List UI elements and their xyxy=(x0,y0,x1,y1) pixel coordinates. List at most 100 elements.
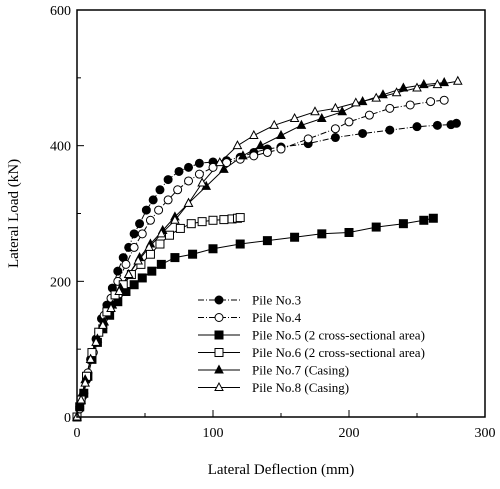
x-tick-label: 300 xyxy=(475,426,496,441)
data-point-series-2 xyxy=(137,229,147,239)
data-point-series-6 xyxy=(85,353,96,363)
legend-marker xyxy=(214,295,224,305)
data-point-series-6 xyxy=(170,214,180,224)
data-point-series-6 xyxy=(183,197,194,207)
y-tick-label: 200 xyxy=(50,275,71,290)
legend: Pile No.3 Pile No.4 Pile No.5 (2 cross-sec… xyxy=(198,293,425,395)
data-point-series-4 xyxy=(155,239,165,249)
data-point-series-5 xyxy=(255,140,266,150)
data-point-series-4 xyxy=(208,215,218,225)
data-point-series-2 xyxy=(364,110,374,120)
data-point-series-5 xyxy=(276,129,286,139)
data-point-series-6 xyxy=(123,268,134,279)
legend-marker xyxy=(214,381,224,391)
data-point-series-3 xyxy=(290,232,300,242)
data-point-series-1 xyxy=(432,120,442,130)
x-tick-label: 200 xyxy=(339,426,360,441)
data-point-series-2 xyxy=(154,205,164,215)
x-axis-title: Lateral Deflection (mm) xyxy=(208,462,355,478)
data-point-series-1 xyxy=(163,175,173,185)
data-point-series-3 xyxy=(428,213,438,223)
data-point-series-3 xyxy=(317,229,327,239)
data-point-series-5 xyxy=(337,106,348,116)
data-point-series-2 xyxy=(405,100,415,110)
data-point-series-6 xyxy=(412,82,422,92)
data-point-series-1 xyxy=(155,185,165,195)
data-point-series-6 xyxy=(371,92,382,102)
data-point-series-1 xyxy=(330,133,340,143)
data-point-series-2 xyxy=(208,162,218,172)
data-point-series-6 xyxy=(289,112,300,123)
y-tick-label: 400 xyxy=(50,140,71,155)
data-point-series-4 xyxy=(219,215,229,225)
legend-marker xyxy=(214,313,224,322)
data-point-series-2 xyxy=(330,124,340,134)
data-point-series-2 xyxy=(145,215,155,225)
data-point-series-3 xyxy=(419,215,429,225)
data-point-series-4 xyxy=(235,213,245,223)
data-point-series-5 xyxy=(316,112,327,123)
data-point-series-6 xyxy=(106,302,116,312)
data-point-series-3 xyxy=(137,273,147,283)
data-point-series-3 xyxy=(398,219,408,229)
legend-label: Pile No.7 (Casing) xyxy=(252,363,349,378)
data-point-series-6 xyxy=(144,241,154,251)
data-point-series-5 xyxy=(296,119,307,129)
data-point-series-6 xyxy=(156,228,167,238)
data-point-series-6 xyxy=(76,394,86,404)
data-point-series-5 xyxy=(219,163,229,173)
legend-marker xyxy=(214,364,224,374)
data-point-series-6 xyxy=(269,119,280,129)
y-tick-label: 600 xyxy=(50,4,71,19)
legend-label: Pile No.3 xyxy=(252,293,301,308)
data-point-series-6 xyxy=(432,79,443,89)
data-point-series-2 xyxy=(121,259,131,269)
axis-ticks: 0 100 200 300 0 200 400 600 xyxy=(50,4,496,441)
data-point-series-2 xyxy=(184,176,194,186)
data-point-series-2 xyxy=(439,95,449,105)
data-point-series-2 xyxy=(426,97,436,107)
data-point-series-2 xyxy=(303,134,313,144)
data-point-series-3 xyxy=(147,266,157,276)
data-point-series-2 xyxy=(385,103,395,113)
data-point-series-2 xyxy=(163,195,173,205)
data-point-series-3 xyxy=(156,259,166,269)
data-point-series-2 xyxy=(344,117,354,127)
data-point-series-5 xyxy=(439,77,450,87)
data-point-series-6 xyxy=(197,177,207,187)
data-point-series-3 xyxy=(170,253,180,263)
legend-label: Pile No.4 xyxy=(252,310,302,325)
data-point-series-4 xyxy=(94,327,104,337)
legend-label: Pile No.5 (2 cross-sectional area) xyxy=(252,328,425,343)
data-point-series-6 xyxy=(114,285,124,296)
y-tick-label: 0 xyxy=(64,411,71,426)
data-point-series-4 xyxy=(145,249,155,259)
data-point-series-1 xyxy=(141,205,151,215)
data-point-series-3 xyxy=(344,227,354,237)
y-axis-title: Lateral Load (kN) xyxy=(6,159,22,268)
data-point-series-2 xyxy=(276,144,286,154)
data-point-series-2 xyxy=(249,151,259,161)
data-point-series-6 xyxy=(248,129,259,139)
data-point-series-5 xyxy=(398,82,409,92)
data-point-series-5 xyxy=(418,79,429,89)
data-point-series-3 xyxy=(262,236,272,246)
data-point-series-3 xyxy=(129,280,139,290)
x-tick-label: 0 xyxy=(74,426,81,441)
data-point-series-6 xyxy=(310,106,320,116)
legend-label: Pile No.8 (Casing) xyxy=(252,380,349,395)
data-point-series-1 xyxy=(129,229,139,239)
data-point-series-4 xyxy=(164,230,174,240)
data-point-series-3 xyxy=(188,249,198,259)
data-point-series-4 xyxy=(175,223,185,233)
data-point-series-6 xyxy=(133,255,144,265)
data-point-series-6 xyxy=(350,97,361,107)
data-point-series-1 xyxy=(451,118,461,128)
data-point-series-5 xyxy=(238,150,248,160)
data-point-series-4 xyxy=(186,219,196,229)
data-point-series-1 xyxy=(184,162,194,172)
data-point-series-1 xyxy=(385,125,395,135)
data-point-series-1 xyxy=(358,128,368,138)
